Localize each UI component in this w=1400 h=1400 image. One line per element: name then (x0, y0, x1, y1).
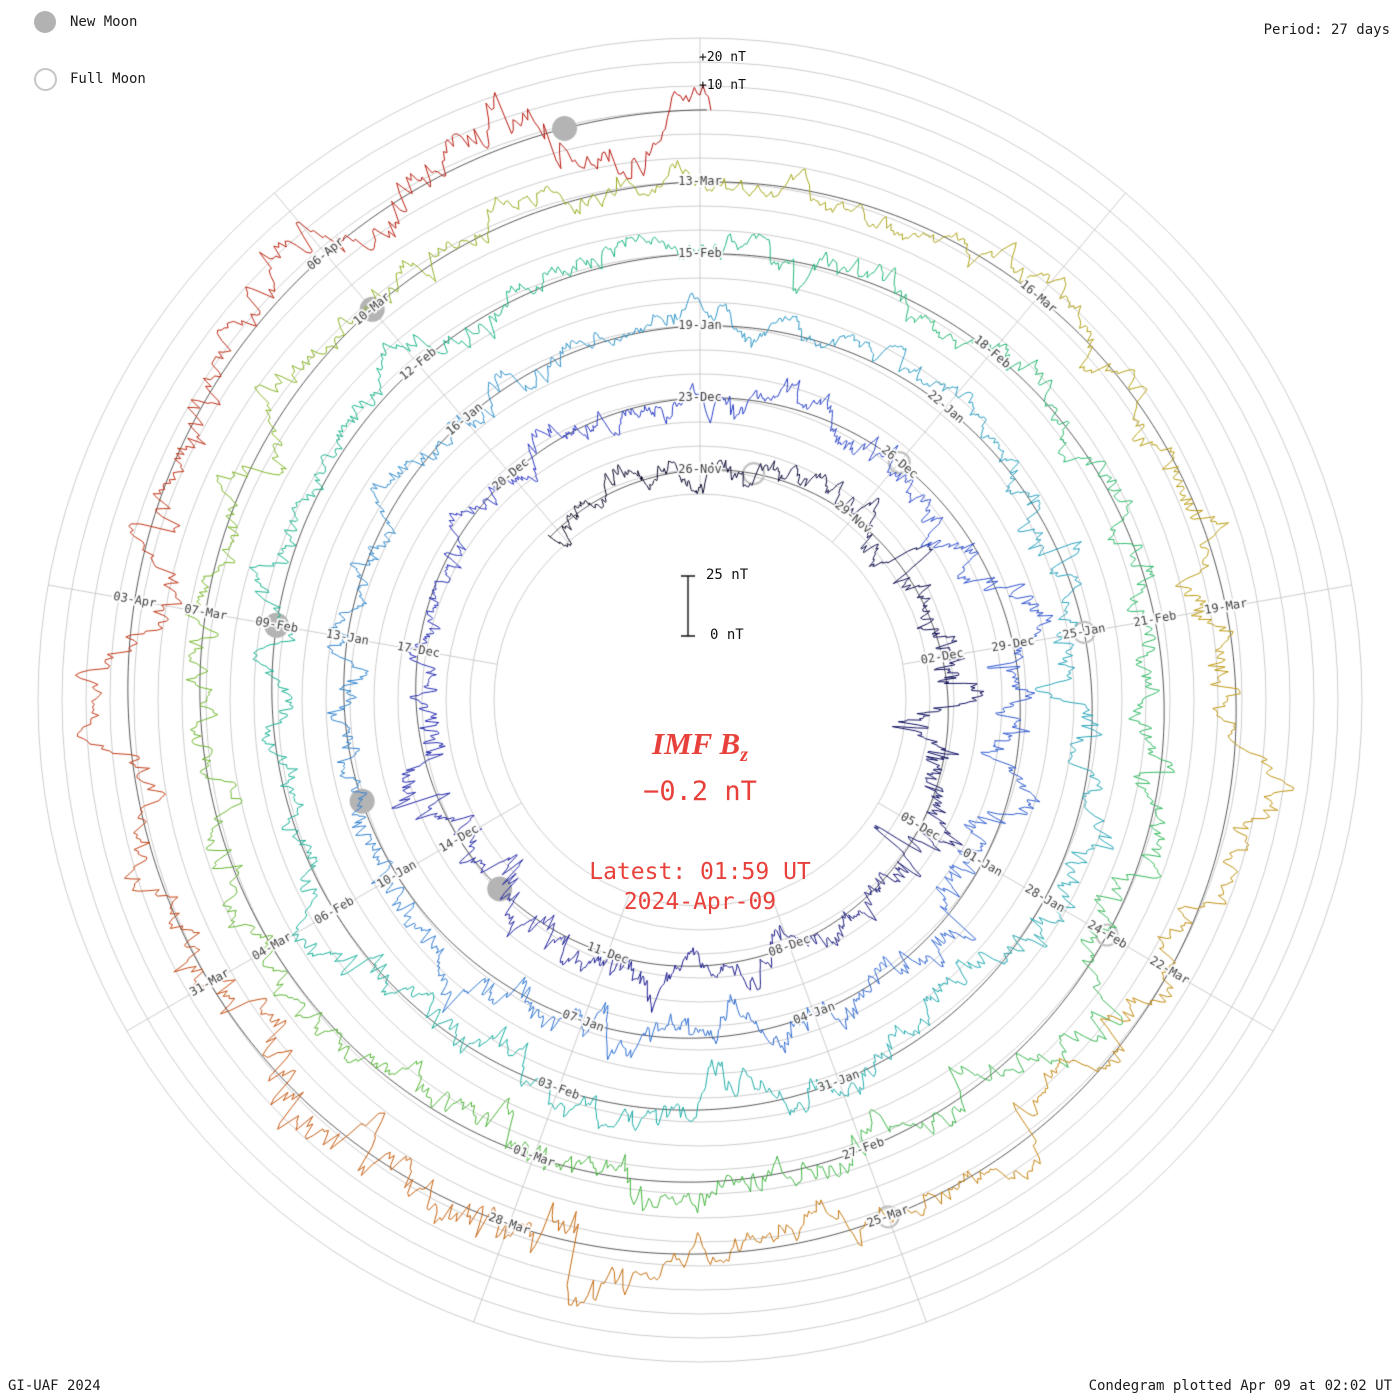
credit-label: GI-UAF 2024 (8, 1378, 101, 1394)
full-moon-legend-label: Full Moon (70, 71, 146, 87)
scale-25nt-label: 25 nT (706, 567, 749, 583)
imf-title-subscript: z (740, 744, 748, 767)
latest-date-label: 2024-Apr-09 (623, 889, 777, 915)
new-moon-icon (34, 11, 56, 33)
plotted-timestamp-label: Condegram plotted Apr 09 at 02:02 UT (1088, 1378, 1392, 1394)
ref-plus10-label: +10 nT (699, 78, 746, 93)
ref-plus20-label: +20 nT (699, 50, 746, 65)
period-label: Period: 27 days (1263, 22, 1390, 38)
new-moon-legend-label: New Moon (70, 14, 138, 30)
imf-title-main: IMF B (652, 726, 741, 761)
imf-bz-current-value: −0.2 nT (643, 776, 757, 807)
imf-bz-title: IMF Bz (0, 726, 1400, 767)
latest-time-label: Latest: 01:59 UT (589, 859, 811, 885)
scale-0nt-label: 0 nT (710, 627, 744, 643)
full-moon-icon (34, 68, 57, 91)
